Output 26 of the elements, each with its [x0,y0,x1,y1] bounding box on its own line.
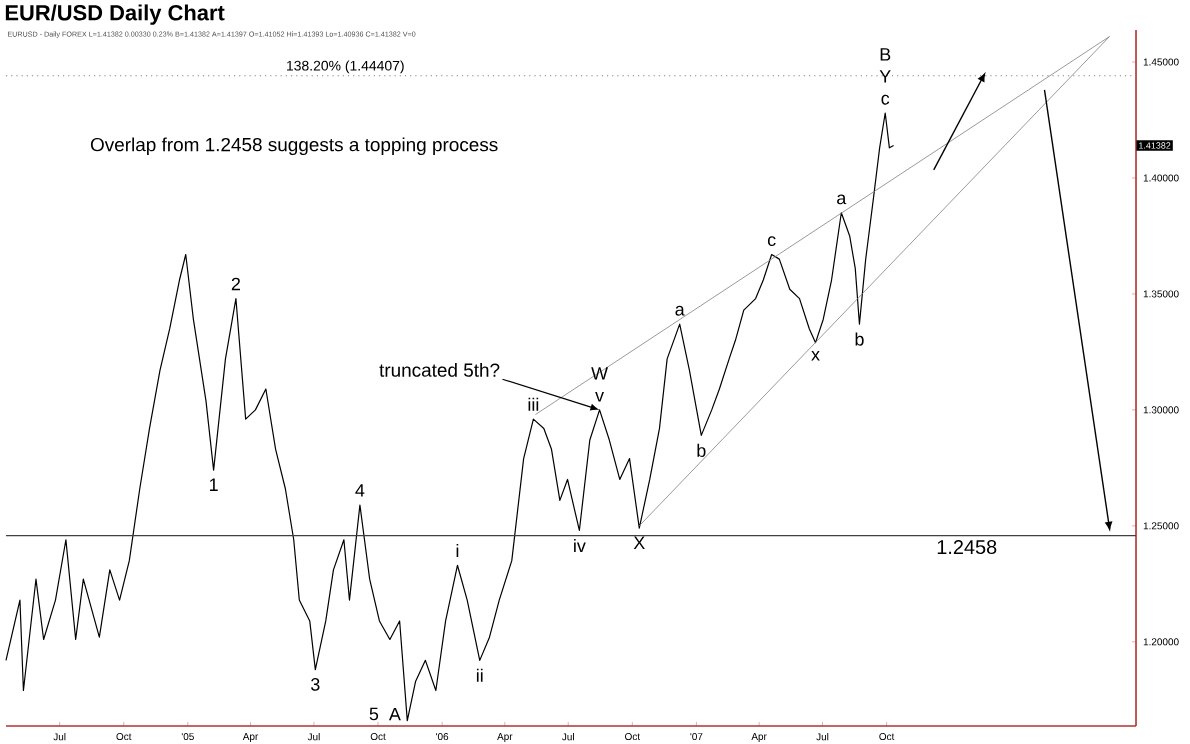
annotation: iii [528,397,539,411]
annotation: x [811,351,820,361]
chart-title: EUR/USD Daily Chart [5,4,225,25]
annotation: i [456,543,459,557]
annotation: ii [476,668,483,682]
annotation: truncated 5th? [379,362,500,377]
ref-line-label: 1.2458 [937,539,997,555]
annotation: Y [879,70,891,83]
annotation: X [633,536,645,549]
annotation: Overlap from 1.2458 suggests a topping process [90,137,498,156]
annotation: b [855,332,864,346]
annotation: 2 [231,277,240,291]
annotation: c [881,94,890,105]
annotation: a [837,194,847,205]
annotation: b [697,443,706,457]
annotation: v [595,392,604,402]
annotation: c [767,236,776,247]
annotation: iv [574,538,586,552]
annotation: 4 [355,484,365,497]
annotation: A [388,707,401,721]
annotation: W [591,367,608,380]
annotation: 3 [311,678,320,691]
annotation: a [675,305,685,316]
annotation: 5 [369,707,379,721]
annotation: B [880,48,891,61]
annotation: 1 [210,478,218,491]
